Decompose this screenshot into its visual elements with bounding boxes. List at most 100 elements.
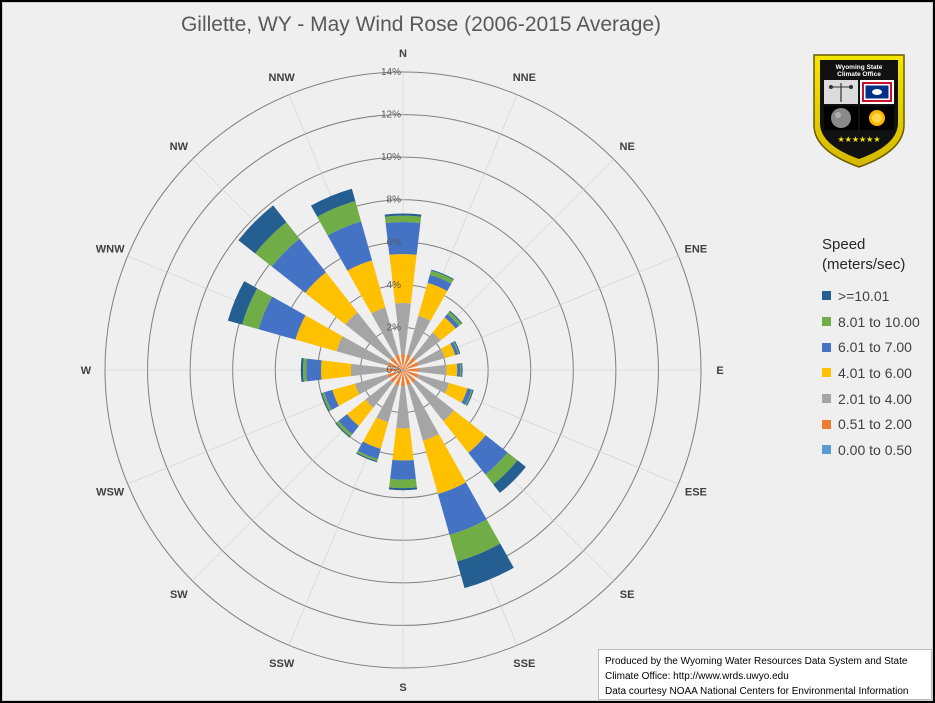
bar-segment-ese (444, 383, 468, 403)
bar-segment-wsw (387, 370, 403, 378)
bar-segment-sw (335, 422, 351, 438)
bar-segment-sse (449, 519, 501, 562)
bar-segment-wsw (332, 383, 360, 406)
radial-tick-label: 6% (387, 237, 402, 248)
bar-segment-e (404, 368, 419, 372)
bar-segment-wsw (324, 389, 339, 411)
legend-swatch (822, 368, 831, 378)
bar-segment-sw (402, 370, 403, 371)
direction-label-se: SE (620, 589, 635, 601)
bar-segment-wnw (227, 281, 258, 325)
direction-label-wsw: WSW (96, 486, 125, 498)
bar-segment-ne (444, 314, 459, 329)
bar-segment-ene (441, 343, 456, 359)
bar-segment-se (468, 435, 508, 475)
bar-segment-wnw (401, 369, 403, 370)
bar-segment-n (385, 222, 421, 255)
direction-label-ne: NE (620, 141, 635, 153)
legend-label: >=10.01 (838, 287, 890, 304)
direction-label-ene: ENE (685, 244, 708, 256)
bar-segment-ene (450, 341, 459, 356)
bar-segment-ne (432, 317, 456, 341)
bar-segment-w (300, 357, 304, 383)
legend-title-line1: Speed (822, 236, 866, 253)
direction-label-n: N (399, 48, 407, 60)
legend-swatch (822, 291, 831, 301)
bar-segment-s (389, 478, 417, 489)
bar-segment-sse (407, 383, 439, 441)
direction-label-w: W (81, 365, 92, 377)
bar-segment-e (461, 362, 463, 378)
direction-label-nw: NW (170, 141, 189, 153)
bar-segment-ne (403, 357, 416, 370)
bar-segment-wnw (295, 315, 343, 352)
bar-segment-e (460, 363, 462, 377)
bar-segment-se (493, 460, 526, 493)
bar-segment-nw (271, 238, 326, 293)
bar-segment-sse (457, 543, 514, 589)
bar-segment-wnw (242, 288, 273, 330)
bar-segment-e (418, 364, 447, 376)
legend: Speed (meters/sec) >=10.01 8.01 to 10.00 6… (822, 235, 920, 463)
bar-segment-ene (453, 341, 460, 355)
bar-segment-se (403, 370, 416, 383)
bar-segment-ne (403, 369, 404, 370)
bar-segment-nw (390, 357, 403, 370)
bar-segment-nne (418, 282, 448, 321)
credit-line1: Produced by the Wyoming Water Resources … (605, 656, 908, 667)
bar-segment-ne (449, 310, 463, 324)
bar-segment-w (306, 358, 322, 382)
legend-item: 0.51 to 2.00 (822, 411, 920, 437)
bar-segment-ese (403, 370, 405, 371)
bar-segment-nne (427, 274, 452, 292)
legend-label: 2.01 to 4.00 (838, 390, 912, 407)
bar-segment-ssw (356, 450, 378, 462)
direction-label-s: S (399, 682, 406, 694)
bar-segment-ssw (402, 370, 403, 372)
bar-segment-wsw (401, 370, 403, 371)
logo-text-line2: Climate Office (837, 71, 881, 78)
climate-office-logo: Wyoming State Climate Office ★★★★★★ (813, 54, 905, 168)
bar-segment-sw (336, 420, 353, 437)
radial-tick-label: 2% (387, 322, 402, 333)
bar-segment-sw (390, 370, 403, 383)
radial-tick-label: 0% (387, 365, 402, 376)
bar-segment-s (392, 428, 414, 461)
svg-text:★★★★★★: ★★★★★★ (837, 135, 880, 144)
bar-segment-nne (431, 269, 454, 280)
bar-segment-nw (402, 369, 403, 370)
bar-segment-nne (403, 354, 411, 370)
radial-tick-label: 8% (387, 195, 402, 206)
bar-segment-wnw (258, 296, 306, 340)
bar-segment-ene (403, 362, 419, 370)
bar-segment-se (443, 410, 486, 453)
bar-segment-e (446, 363, 458, 377)
legend-item: 0.00 to 0.50 (822, 437, 920, 463)
radial-tick-label: 14% (381, 67, 401, 78)
direction-label-sse: SSE (513, 658, 535, 670)
radial-tick-label: 4% (387, 280, 402, 291)
bar-segment-ne (447, 311, 462, 326)
bar-segment-s (390, 459, 416, 480)
bar-segment-nnw (402, 368, 403, 370)
bar-segment-nw (305, 272, 358, 325)
bar-segment-wnw (336, 336, 390, 366)
bar-segment-ssw (357, 441, 381, 460)
wind-bars (227, 188, 526, 589)
bar-segment-s (396, 385, 410, 429)
bar-segment-w (302, 358, 307, 382)
bar-segment-ese (466, 389, 474, 406)
legend-item: 6.01 to 7.00 (822, 334, 920, 360)
legend-swatch (822, 317, 831, 327)
legend-title-line2: (meters/sec) (822, 256, 906, 273)
bar-segment-sse (437, 482, 487, 535)
chart-title: Gillette, WY - May Wind Rose (2006-2015 … (180, 13, 662, 36)
bar-segment-wsw (321, 392, 330, 412)
direction-label-wnw: WNW (96, 244, 125, 256)
stars-icon: ★★★★★★ (837, 135, 880, 144)
bar-segment-se (412, 379, 454, 421)
bar-segment-sw (365, 379, 394, 408)
bar-segment-nnw (317, 200, 362, 236)
credit-line3: Data courtesy NOAA National Centers for … (605, 686, 909, 697)
logo-text-line1: Wyoming State (836, 64, 883, 71)
